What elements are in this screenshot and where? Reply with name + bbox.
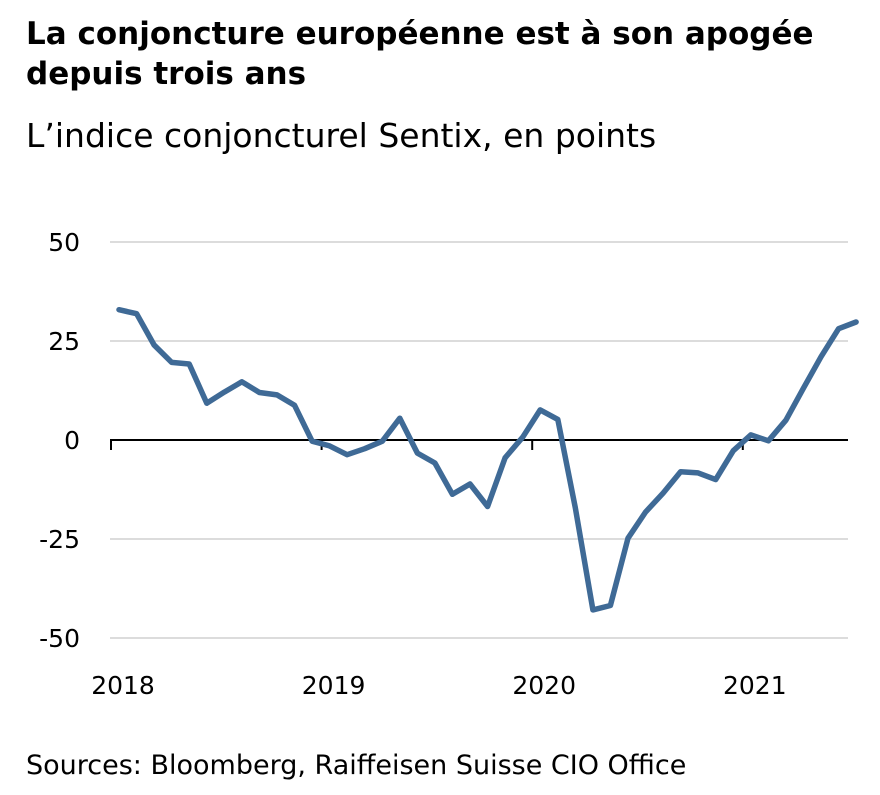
chart-subtitle: L’indice conjoncturel Sentix, en points bbox=[26, 116, 657, 155]
y-axis: 50 25 0 -25 -50 bbox=[39, 228, 80, 653]
x-axis: 2018 2019 2020 2021 bbox=[91, 439, 848, 700]
gridlines bbox=[110, 241, 848, 639]
x-tick-label: 2019 bbox=[302, 671, 366, 700]
x-tick-label: 2020 bbox=[512, 671, 576, 700]
y-tick-label: 25 bbox=[48, 327, 80, 356]
series-layer bbox=[116, 306, 859, 613]
source-note: Sources: Bloomberg, Raiffeisen Suisse CI… bbox=[26, 750, 687, 781]
y-tick-label: -25 bbox=[39, 525, 80, 554]
chart-title: La conjoncture européenne est à son apog… bbox=[26, 16, 814, 92]
line-chart: 50 25 0 -25 -50 2018 2019 2020 2021 bbox=[39, 228, 859, 700]
x-tick-label: 2021 bbox=[723, 671, 787, 700]
y-tick-label: 0 bbox=[64, 426, 80, 455]
series-line bbox=[116, 306, 859, 613]
x-tick-label: 2018 bbox=[91, 671, 155, 700]
y-tick-label: 50 bbox=[48, 228, 80, 257]
y-tick-label: -50 bbox=[39, 624, 80, 653]
